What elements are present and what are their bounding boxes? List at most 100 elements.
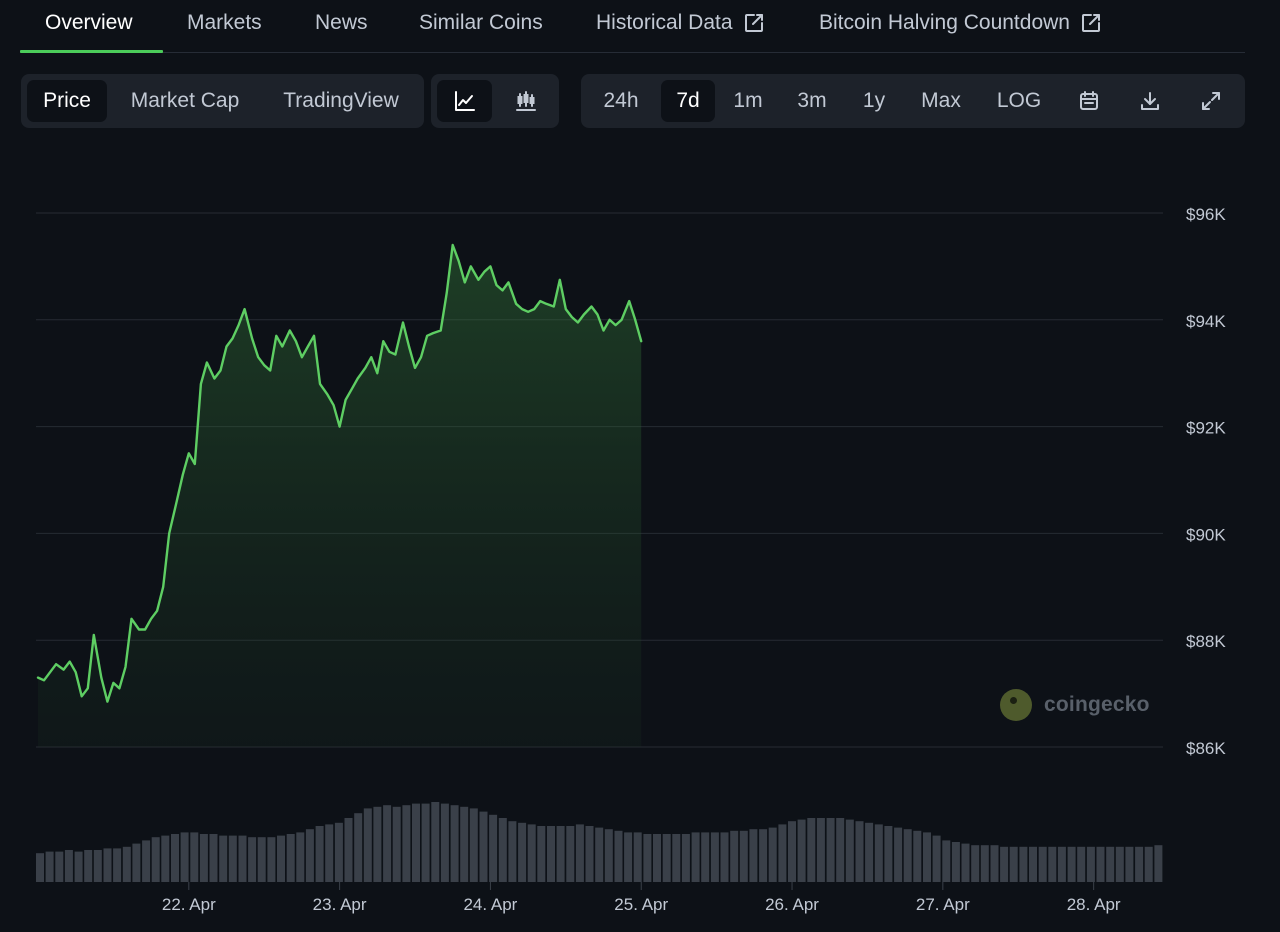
coingecko-watermark: coingecko — [1000, 689, 1150, 721]
price-chart[interactable]: $96K $94K $92K $90K $88K $86K 22. Apr 23. Apr 2… — [0, 140, 1280, 932]
candlestick-icon — [515, 90, 537, 112]
range-1m-button[interactable]: 1m — [733, 89, 763, 112]
y-axis-tick-label: $88K — [1186, 632, 1226, 651]
tab-historical-data[interactable]: Historical Data — [596, 11, 765, 35]
volume-bar — [855, 821, 864, 882]
volume-bar — [990, 845, 999, 882]
price-button[interactable]: Price — [27, 80, 107, 122]
y-axis-tick-label: $96K — [1186, 205, 1226, 224]
volume-bar — [305, 829, 314, 882]
volume-bar — [932, 835, 941, 882]
volume-bar — [64, 850, 73, 882]
volume-bar — [190, 832, 199, 882]
volume-bar — [122, 846, 131, 882]
volume-bar — [171, 834, 179, 882]
volume-bar — [556, 826, 565, 882]
calendar-button[interactable] — [1067, 80, 1111, 122]
volume-bar — [604, 829, 613, 882]
range-max-button[interactable]: Max — [921, 89, 961, 112]
volume-bar — [980, 845, 989, 882]
volume-bar — [325, 824, 334, 882]
range-1y-button[interactable]: 1y — [862, 89, 886, 112]
volume-bar — [547, 826, 555, 882]
volume-bar — [363, 808, 372, 882]
volume-bar — [412, 803, 420, 882]
tab-similar-coins[interactable]: Similar Coins — [419, 11, 543, 35]
tab-bitcoin-halving-countdown-label: Bitcoin Halving Countdown — [819, 11, 1070, 34]
external-link-icon — [743, 12, 765, 34]
volume-bar — [710, 832, 719, 882]
volume-bar — [142, 840, 151, 882]
view-mode-switcher — [431, 74, 559, 128]
volume-bar — [961, 843, 970, 882]
volume-bar — [402, 805, 411, 882]
volume-bar — [951, 842, 960, 882]
external-link-icon — [1080, 12, 1102, 34]
volume-bar — [55, 851, 64, 882]
active-tab-indicator — [20, 50, 163, 53]
line-chart-button[interactable] — [437, 80, 492, 122]
tradingview-button[interactable]: TradingView — [283, 89, 399, 112]
volume-bar — [643, 834, 652, 882]
line-chart-icon — [454, 90, 476, 112]
volume-bar — [1077, 846, 1086, 882]
volume-bar — [807, 818, 816, 882]
volume-bar — [238, 835, 247, 882]
volume-bar — [421, 803, 430, 882]
log-scale-button[interactable]: LOG — [996, 89, 1042, 112]
volume-bar — [585, 826, 594, 882]
range-3m-button[interactable]: 3m — [797, 89, 827, 112]
volume-bar — [36, 853, 44, 882]
tab-markets[interactable]: Markets — [187, 11, 262, 35]
x-axis-tick-label: 28. Apr — [1067, 895, 1121, 914]
volume-bar — [248, 837, 257, 882]
volume-bar — [778, 824, 787, 882]
volume-bar — [1154, 845, 1163, 882]
volume-bar — [440, 803, 449, 882]
volume-bar — [971, 845, 980, 882]
tab-historical-data-label: Historical Data — [596, 11, 733, 34]
volume-bar — [45, 851, 54, 882]
volume-bar — [874, 824, 883, 882]
volume-bar — [383, 805, 392, 882]
range-24h-button[interactable]: 24h — [603, 89, 639, 112]
volume-bar — [344, 818, 353, 882]
volume-bar — [334, 822, 343, 882]
volume-bar — [93, 850, 102, 882]
fullscreen-button[interactable] — [1189, 80, 1233, 122]
download-button[interactable] — [1128, 80, 1172, 122]
volume-bar — [913, 830, 922, 882]
chart-type-switcher: Price Market Cap TradingView — [21, 74, 424, 128]
volume-bar — [595, 827, 604, 882]
volume-bar — [730, 830, 739, 882]
volume-bar — [161, 835, 170, 882]
volume-bar — [74, 851, 83, 882]
volume-bar — [1000, 846, 1009, 882]
tab-overview[interactable]: Overview — [45, 11, 133, 35]
volume-bar — [267, 837, 276, 882]
download-icon — [1139, 90, 1161, 112]
volume-bar — [277, 835, 285, 882]
tab-news[interactable]: News — [315, 11, 368, 35]
calendar-icon — [1078, 90, 1100, 112]
volume-bar — [209, 834, 218, 882]
volume-bar — [537, 826, 546, 882]
volume-bar — [662, 834, 671, 882]
x-axis-tick-label: 23. Apr — [313, 895, 367, 914]
volume-bar — [518, 822, 527, 882]
market-cap-button[interactable]: Market Cap — [130, 89, 240, 112]
volume-bar — [469, 808, 478, 882]
tab-bitcoin-halving-countdown[interactable]: Bitcoin Halving Countdown — [819, 11, 1102, 35]
tab-news-label: News — [315, 11, 368, 34]
candlestick-button[interactable] — [498, 80, 553, 122]
x-axis-tick-label: 24. Apr — [463, 895, 517, 914]
volume-bar — [1106, 846, 1115, 882]
volume-bar — [199, 834, 208, 882]
volume-bar — [1135, 846, 1144, 882]
volume-bar — [614, 830, 623, 882]
volume-bar — [633, 832, 642, 882]
range-7d-button[interactable]: 7d — [661, 80, 715, 122]
y-axis-tick-label: $90K — [1186, 525, 1226, 544]
top-tabs: Overview Markets News Similar Coins Hist… — [20, 0, 1245, 53]
fullscreen-icon — [1200, 90, 1222, 112]
